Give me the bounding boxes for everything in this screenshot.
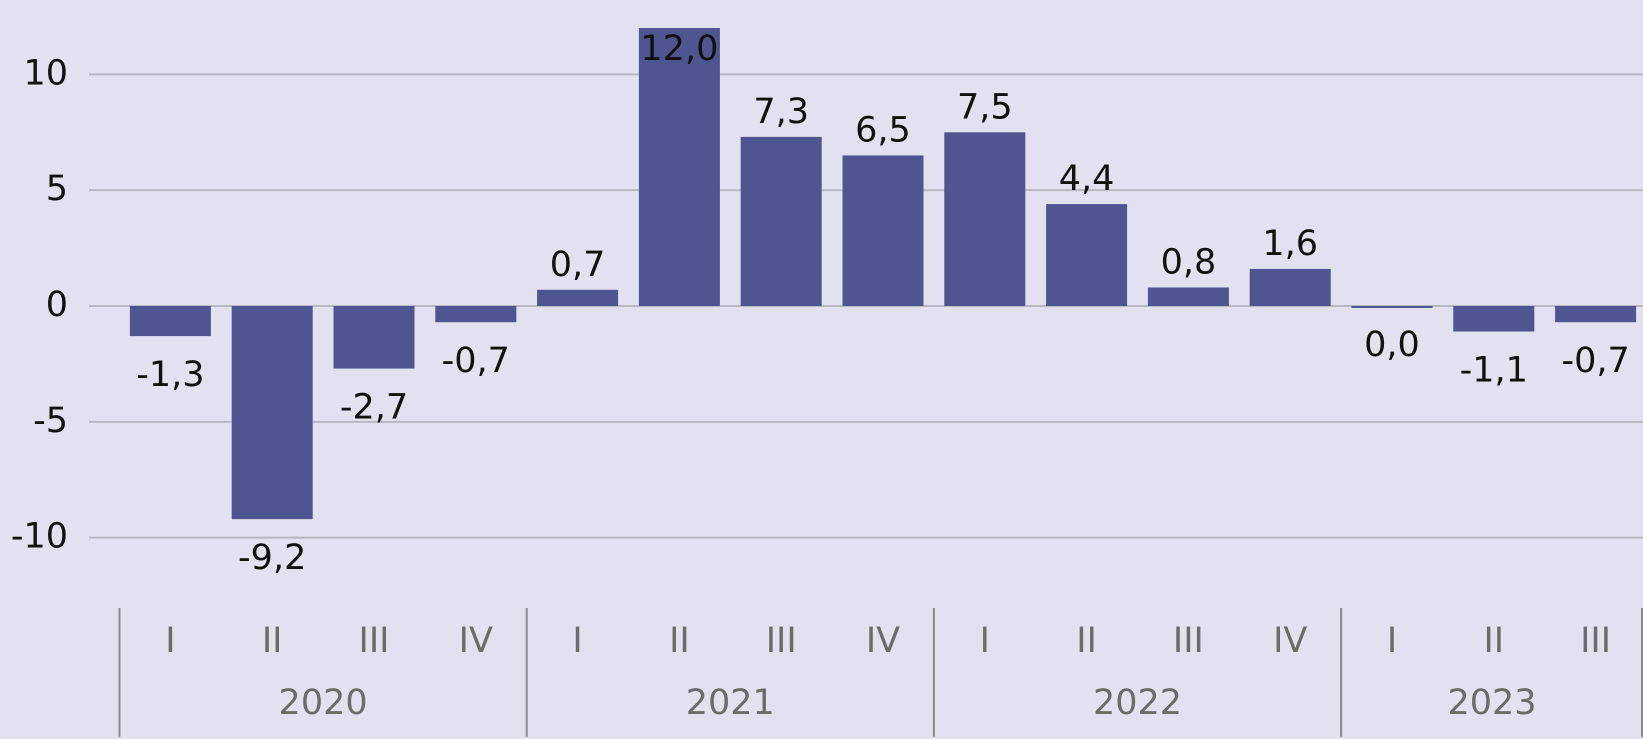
- value-label: 0,0: [1364, 325, 1420, 365]
- bar: [231, 306, 313, 520]
- value-label: 7,3: [753, 92, 809, 132]
- x-tick-label: II: [669, 621, 690, 661]
- bar: [129, 306, 211, 337]
- value-label: 0,8: [1161, 242, 1217, 282]
- x-tick-label: II: [1483, 621, 1504, 661]
- x-tick-label: II: [262, 621, 283, 661]
- x-tick-label: I: [572, 621, 582, 661]
- x-tick-label: III: [1580, 621, 1611, 661]
- x-tick-label: IV: [866, 621, 900, 661]
- x-tick-label: III: [1173, 621, 1204, 661]
- x-tick-label: III: [766, 621, 797, 661]
- bar: [1453, 306, 1535, 332]
- value-label: -0,7: [1561, 341, 1629, 381]
- x-tick-label: II: [1076, 621, 1097, 661]
- group-label: 2022: [1093, 683, 1182, 723]
- bar: [944, 132, 1026, 306]
- x-tick-label: IV: [1273, 621, 1307, 661]
- bar: [537, 289, 619, 306]
- value-label: -1,1: [1460, 350, 1528, 390]
- bar: [1555, 306, 1637, 323]
- bar: [1351, 306, 1433, 308]
- value-label: 7,5: [957, 87, 1013, 127]
- value-label: 6,5: [855, 110, 911, 150]
- y-tick-label: 0: [46, 285, 68, 325]
- value-label: 0,7: [550, 245, 606, 285]
- y-tick-label: 10: [23, 53, 68, 93]
- value-label: 4,4: [1059, 159, 1115, 199]
- bar: [638, 28, 720, 306]
- value-label: 12,0: [640, 29, 718, 69]
- group-label: 2023: [1448, 683, 1537, 723]
- value-label: -2,7: [340, 388, 408, 428]
- group-label: 2021: [686, 683, 775, 723]
- group-label: 2020: [279, 683, 368, 723]
- value-label: 1,6: [1262, 224, 1318, 264]
- value-label: -0,7: [442, 341, 510, 381]
- x-tick-label: I: [1387, 621, 1397, 661]
- x-tick-label: III: [359, 621, 390, 661]
- y-tick-label: -10: [11, 517, 68, 557]
- value-label: -9,2: [238, 538, 306, 578]
- bar: [740, 136, 822, 306]
- bar: [1147, 287, 1229, 306]
- y-tick-label: -5: [33, 401, 68, 441]
- bar: [435, 306, 517, 323]
- bar: [1046, 204, 1128, 306]
- x-tick-label: I: [980, 621, 990, 661]
- bar: [333, 306, 415, 369]
- y-tick-label: 5: [46, 169, 68, 209]
- value-label: -1,3: [136, 355, 204, 395]
- bar: [1249, 268, 1331, 306]
- x-tick-label: IV: [459, 621, 493, 661]
- x-tick-label: I: [165, 621, 175, 661]
- bar: [842, 155, 924, 306]
